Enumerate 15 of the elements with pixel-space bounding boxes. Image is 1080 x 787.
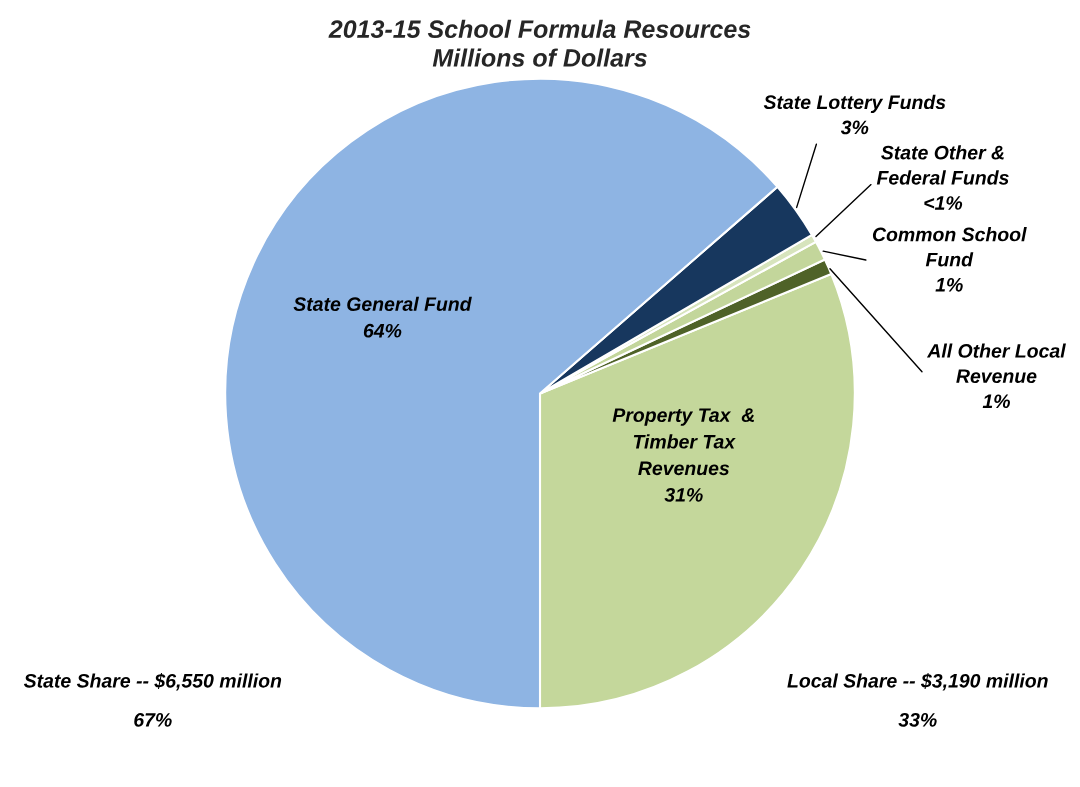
text: Local Share -- $3,190 million 33% <box>787 673 1048 727</box>
slice-label: All Other Local Revenue <box>926 343 1066 383</box>
slice-label: State General Fund <box>293 296 472 311</box>
slice-label: State Other & Federal Funds <box>876 145 1009 185</box>
data-label: 1% <box>935 277 963 292</box>
data-label: 31% <box>664 487 703 502</box>
chart-title: 2013-15 School Formula Resources Millions of Dollars <box>328 19 751 67</box>
text: State Share -- $6,550 million 67% <box>23 673 282 727</box>
data-label: 64% <box>363 323 402 338</box>
data-label: 1% <box>982 394 1010 409</box>
data-label: 3% <box>840 120 869 135</box>
slice-label: Property Tax & Timber Tax Revenues <box>612 408 755 476</box>
slice-label: Common School Fund <box>872 227 1027 267</box>
slice-label: State Lottery Funds <box>763 94 946 113</box>
data-label: <1% <box>924 196 963 210</box>
